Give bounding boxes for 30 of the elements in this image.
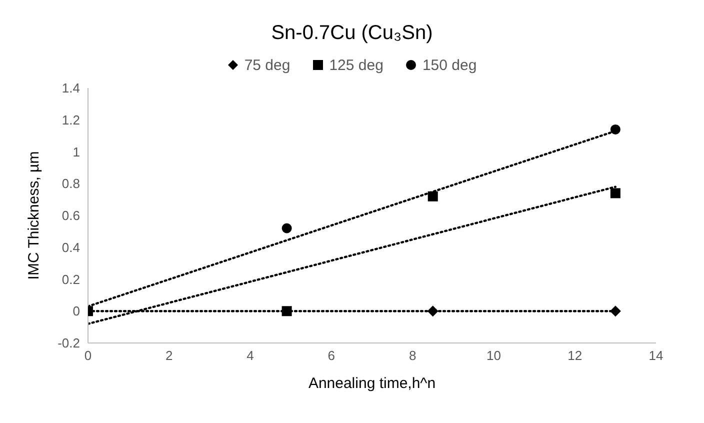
x-tick-label: 6 [328, 348, 336, 364]
y-tick-label: 0.2 [62, 272, 80, 287]
x-tick-label: 2 [166, 348, 173, 364]
legend-label: 125 deg [328, 56, 384, 74]
point [282, 306, 292, 316]
legend-label: 150 deg [421, 56, 477, 74]
x-tick-label: 12 [568, 348, 582, 364]
y-tick-label: 0.4 [62, 240, 80, 255]
x-tick-label: 0 [84, 348, 92, 364]
legend-label: 75 deg [243, 56, 290, 74]
point [427, 306, 438, 317]
x-axis-title: Annealing time,h^n [308, 375, 436, 392]
chart-title: Sn-0.7Cu (Cu₃Sn) [270, 21, 434, 46]
x-tick-label: 10 [486, 348, 501, 364]
point [610, 188, 620, 198]
x-tick-label: 4 [246, 348, 254, 364]
y-tick-label: 1.2 [62, 112, 80, 128]
y-axis-title: IMC Thickness, µm [25, 151, 42, 280]
y-tick-label: 0 [72, 304, 80, 319]
point [282, 223, 292, 234]
point [428, 191, 438, 202]
y-tick-label: -0.2 [58, 336, 80, 351]
y-tick-label: 1 [72, 144, 80, 160]
x-tick-label: 14 [648, 348, 664, 364]
y-tick-label: 0.6 [62, 208, 80, 224]
y-tick-label: 0.8 [62, 176, 80, 192]
x-tick-label: 8 [408, 348, 416, 364]
y-tick-label: 1.4 [62, 80, 80, 96]
point [610, 306, 621, 317]
point [610, 124, 620, 134]
